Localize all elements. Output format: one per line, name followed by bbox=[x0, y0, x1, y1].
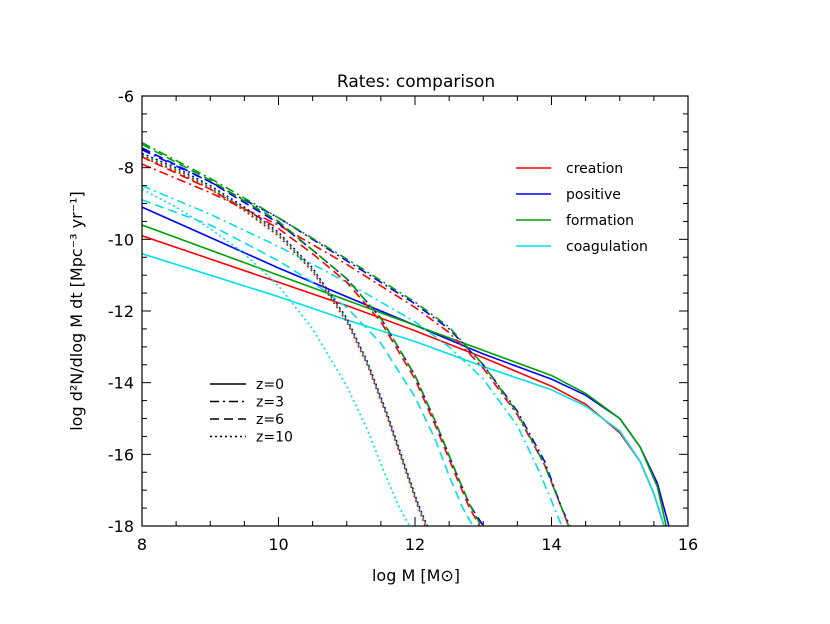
series-layer bbox=[142, 141, 670, 526]
y-tick-label: -6 bbox=[118, 87, 134, 106]
y-axis-label: log d²N/dlog M dt [Mpc⁻³ yr⁻¹] bbox=[67, 191, 86, 431]
x-tick-label: 14 bbox=[541, 535, 561, 554]
series-creation-z6 bbox=[142, 156, 481, 526]
series-coagulation-z10 bbox=[142, 188, 411, 526]
series-positive-z3 bbox=[142, 149, 571, 526]
series-creation-z3 bbox=[142, 163, 570, 526]
series-formation-z0 bbox=[142, 224, 667, 526]
series-coagulation-z3 bbox=[142, 184, 563, 526]
x-axis-label: log M [M⊙] bbox=[372, 566, 460, 585]
x-tick-label: 12 bbox=[405, 535, 425, 554]
series-creation-z10 bbox=[142, 156, 426, 526]
y-tick-label: -18 bbox=[108, 517, 134, 536]
y-tick-label: -14 bbox=[108, 374, 134, 393]
y-tick-label: -16 bbox=[108, 445, 134, 464]
legend-label-positive: positive bbox=[566, 187, 621, 203]
legend-style-label: z=6 bbox=[256, 412, 284, 428]
legend: creation positive formation coagulation z=0 z… bbox=[210, 161, 648, 446]
x-tick-label: 10 bbox=[268, 535, 288, 554]
x-tick-label: 8 bbox=[137, 535, 147, 554]
series-coagulation-z0 bbox=[142, 252, 665, 526]
y-tick-label: -12 bbox=[108, 302, 134, 321]
chart-title: Rates: comparison bbox=[337, 72, 495, 92]
ticks-layer: 8 10 12 14 16 -6 -8 -10 -12 -14 -16 -18 bbox=[108, 87, 698, 554]
legend-style-label: z=10 bbox=[256, 430, 293, 446]
series-positive-z10 bbox=[142, 152, 429, 526]
y-tick-label: -10 bbox=[108, 230, 134, 249]
legend-style-label: z=3 bbox=[256, 395, 284, 411]
series-formation-z6 bbox=[142, 143, 482, 526]
legend-label-formation: formation bbox=[566, 213, 634, 229]
legend-style-label: z=0 bbox=[256, 377, 284, 393]
legend-label-coagulation: coagulation bbox=[566, 239, 648, 255]
series-creation-z0 bbox=[142, 235, 665, 526]
x-tick-label: 16 bbox=[678, 535, 698, 554]
legend-label-creation: creation bbox=[566, 161, 623, 177]
y-tick-label: -8 bbox=[118, 159, 134, 178]
series-coagulation-z6 bbox=[142, 199, 474, 526]
